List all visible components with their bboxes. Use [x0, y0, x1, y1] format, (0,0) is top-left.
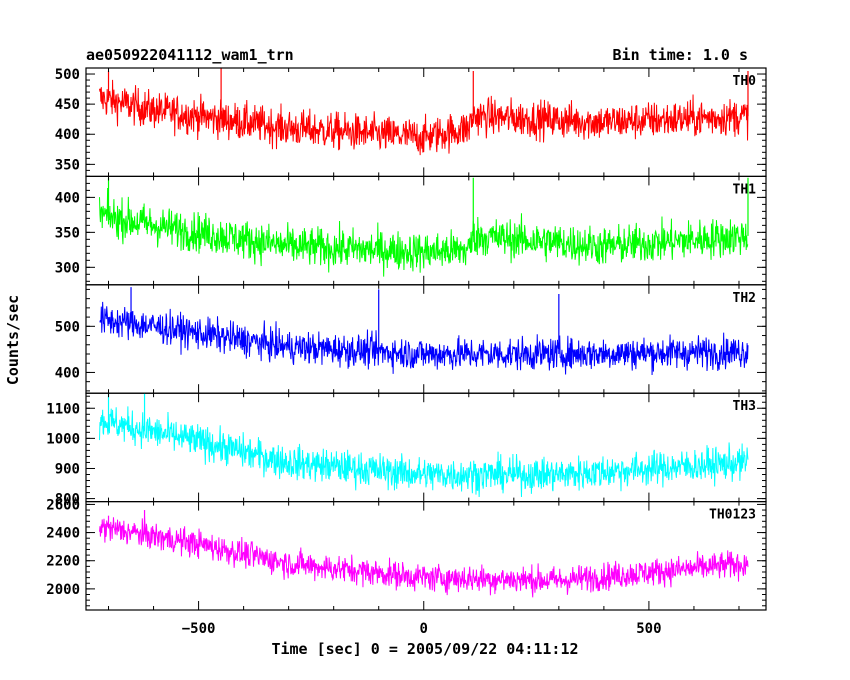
- panel-th0123: 2000 2200 2400 2600 TH0123: [46, 497, 767, 611]
- series-line-th3: [99, 406, 749, 497]
- y-tick-label: 1000: [46, 431, 80, 447]
- panel-th2: 400 500 TH2: [55, 284, 767, 394]
- x-tick-label: 0: [420, 621, 428, 637]
- chart-title-left: ae050922041112_wam1_trn: [86, 46, 294, 64]
- x-tick-label: 500: [636, 621, 661, 637]
- y-tick-label: 500: [55, 67, 80, 83]
- series-label-th2: TH2: [733, 291, 756, 306]
- y-tick-label: 500: [55, 319, 80, 335]
- y-axis-title: Counts/sec: [4, 295, 22, 385]
- x-tick-label: −500: [182, 621, 216, 637]
- series-line-th0: [99, 79, 749, 156]
- y-tick-label: 450: [55, 97, 80, 113]
- y-tick-label: 2200: [46, 554, 80, 570]
- y-tick-label: 2600: [46, 497, 80, 513]
- y-tick-label: 400: [55, 127, 80, 143]
- series-line-th0123: [99, 516, 749, 598]
- series-line-th2: [99, 301, 749, 375]
- series-line-th1: [99, 187, 749, 277]
- series-label-th0123: TH0123: [709, 508, 756, 523]
- y-tick-label: 350: [55, 225, 80, 241]
- panel-frame: [85, 501, 767, 611]
- panel-th3: 800 900 1000 1100 TH3: [46, 392, 767, 508]
- x-axis: −500 0 500: [182, 621, 662, 637]
- y-tick-label: 2000: [46, 582, 80, 598]
- panel-th1: 300 350 400 TH1: [55, 175, 767, 286]
- x-axis-title: Time [sec] 0 = 2005/09/22 04:11:12: [271, 640, 578, 658]
- y-tick-label: 350: [55, 157, 80, 173]
- y-tick-label: 1100: [46, 401, 80, 417]
- series-label-th1: TH1: [733, 182, 757, 197]
- y-tick-label: 300: [55, 260, 80, 276]
- y-tick-label: 2400: [46, 526, 80, 542]
- y-tick-label: 400: [55, 365, 80, 381]
- y-tick-label: 400: [55, 190, 80, 206]
- y-tick-label: 900: [55, 461, 80, 477]
- panel-th0: 350 400 450 500 TH0: [55, 67, 767, 178]
- panel-stack: 350 400 450 500 TH0 300 350 400 TH1 400 500 TH2 800 9…: [46, 67, 767, 611]
- y-tick-label: 800: [55, 492, 80, 508]
- chart-title-right: Bin time: 1.0 s: [613, 46, 748, 64]
- series-label-th3: TH3: [733, 399, 756, 414]
- series-label-th0: TH0: [733, 74, 757, 89]
